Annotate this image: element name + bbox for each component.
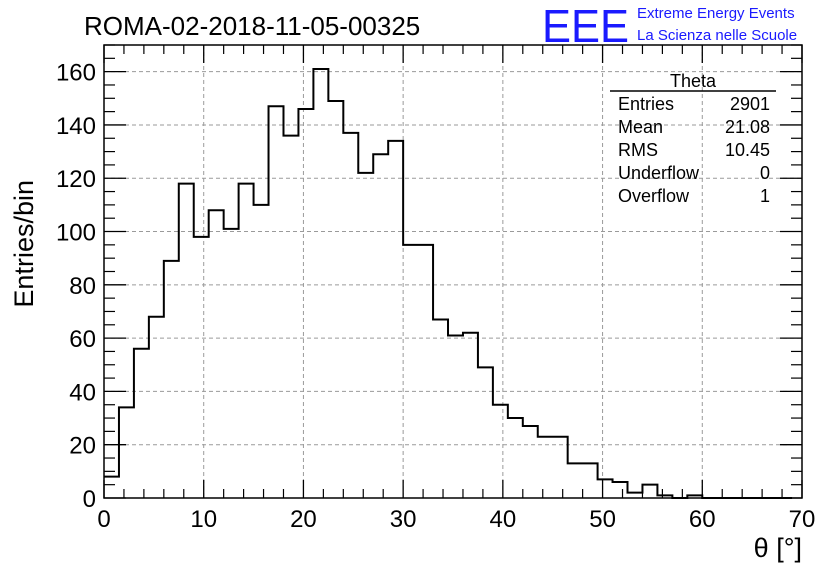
logo-line-1: Extreme Energy Events <box>637 5 795 22</box>
x-tick-labels: 0 10 20 30 40 50 60 70 <box>97 506 815 533</box>
plot-frame <box>103 44 803 499</box>
y-tick-label: 120 <box>56 166 96 193</box>
stats-value: 10.45 <box>725 140 770 160</box>
stats-row: Underflow 0 <box>618 163 770 183</box>
stats-value: 2901 <box>730 94 770 114</box>
stats-box: Theta Entries 2901 Mean 21.08 RMS 10.45 … <box>610 71 776 206</box>
histogram-outline <box>104 67 793 499</box>
y-tick-label: 140 <box>56 113 96 140</box>
stats-label: RMS <box>618 140 658 160</box>
stats-title: Theta <box>670 71 717 91</box>
x-tick-label: 60 <box>689 506 716 533</box>
logo-mark: EEE <box>542 0 629 52</box>
stats-row: Mean 21.08 <box>618 117 770 137</box>
stats-value: 21.08 <box>725 117 770 137</box>
stats-value: 0 <box>760 163 770 183</box>
x-tick-label: 10 <box>190 506 217 533</box>
y-tick-label: 0 <box>83 486 96 513</box>
stats-value: 1 <box>760 186 770 206</box>
stats-label: Entries <box>618 94 674 114</box>
x-tick-label: 30 <box>390 506 417 533</box>
y-tick-label: 60 <box>69 326 96 353</box>
grid-lines <box>104 45 802 498</box>
y-tick-label: 80 <box>69 273 96 300</box>
logo-line-2: La Scienza nelle Scuole <box>637 27 797 44</box>
eee-logo: EEE Extreme Energy Events La Scienza nel… <box>542 0 797 52</box>
stats-row: RMS 10.45 <box>618 140 770 160</box>
axis-ticks <box>103 44 803 499</box>
x-tick-label: 50 <box>589 506 616 533</box>
x-axis-label: θ [°] <box>754 533 802 563</box>
x-tick-label: 70 <box>789 506 816 533</box>
x-tick-label: 0 <box>97 506 110 533</box>
stats-label: Underflow <box>618 163 700 183</box>
y-tick-label: 160 <box>56 60 96 87</box>
x-tick-label: 20 <box>290 506 317 533</box>
y-axis-label: Entries/bin <box>9 180 39 308</box>
x-tick-label: 40 <box>490 506 517 533</box>
y-tick-label: 100 <box>56 220 96 247</box>
stats-label: Mean <box>618 117 663 137</box>
stats-row: Entries 2901 <box>618 94 770 114</box>
y-tick-labels: 0 20 40 60 80 100 120 140 160 <box>56 60 96 513</box>
y-tick-label: 20 <box>69 433 96 460</box>
stats-label: Overflow <box>618 186 690 206</box>
y-tick-label: 40 <box>69 379 96 406</box>
stats-row: Overflow 1 <box>618 186 770 206</box>
chart-title: ROMA-02-2018-11-05-00325 <box>84 11 420 41</box>
